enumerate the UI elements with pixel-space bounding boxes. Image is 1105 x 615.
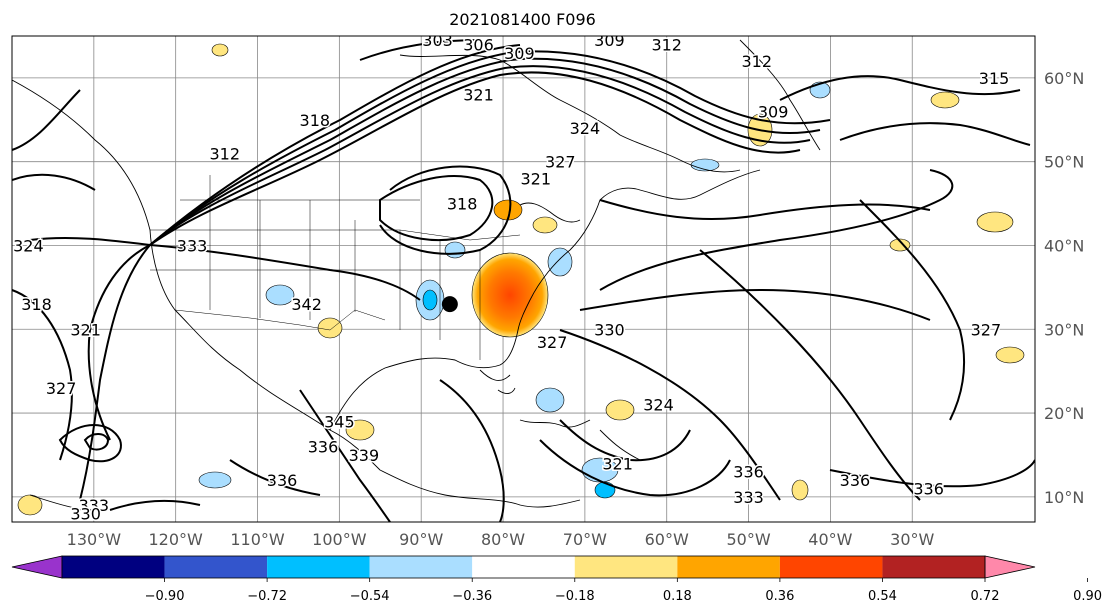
contour-label-4: 312 [651, 35, 682, 54]
contour-label-29: 339 [349, 446, 380, 465]
contour-label-1: 306 [463, 35, 494, 54]
coastlines [12, 39, 821, 509]
contour-label-34: 327 [46, 379, 77, 398]
lat-label-1: 50°N [1044, 153, 1084, 172]
contour-label-12: 318 [447, 195, 478, 214]
contour-label-9: 324 [570, 119, 601, 138]
colorbar-bin-2 [164, 556, 268, 578]
contour-label-17: 330 [594, 320, 625, 339]
colorbar-tick-label-6: 0.36 [765, 589, 794, 604]
colorbar-bin-9 [882, 556, 985, 578]
contour-label-10: 327 [545, 153, 576, 172]
lat-label-0: 60°N [1044, 69, 1084, 88]
lon-label-6: 70°W [563, 530, 607, 549]
lat-label-5: 10°N [1044, 488, 1084, 507]
contour-label-25: 333 [733, 488, 764, 507]
contour-label-3: 309 [594, 31, 625, 50]
contour-label-15: 333 [177, 236, 208, 255]
contour-label-5: 312 [741, 52, 772, 71]
contour-label-27: 336 [308, 438, 339, 457]
lon-label-4: 90°W [399, 530, 443, 549]
lat-label-2: 40°N [1044, 236, 1084, 255]
colorbar-tick-label-7: 0.54 [868, 589, 897, 604]
colorbar-tick-label-9: 0.90 [1073, 589, 1102, 604]
colorbar-tick-label-1: −0.72 [247, 589, 287, 604]
lon-label-7: 60°W [645, 530, 689, 549]
lon-label-1: 120°W [149, 530, 204, 549]
contour-label-13: 318 [300, 111, 331, 130]
contour-label-33: 321 [70, 320, 101, 339]
colorbar-tick-label-2: −0.54 [350, 589, 390, 604]
colorbar-tick-label-5: 0.18 [663, 589, 692, 604]
colorbar-tick-label-4: −0.18 [555, 589, 595, 604]
contour-label-31: 330 [70, 505, 101, 524]
contour-label-19: 327 [971, 320, 1002, 339]
colorbar-tick-label-0: −0.90 [145, 589, 185, 604]
colorbar-bin-5 [472, 556, 575, 578]
contour-label-23: 336 [840, 471, 871, 490]
colorbar-extend-low [11, 555, 63, 579]
contour-label-11: 321 [521, 169, 552, 188]
colorbar: −0.90 −0.72 −0.54 −0.36 −0.18 0.18 0.36 0.54 0.7… [11, 555, 1102, 604]
contour-label-8: 321 [463, 86, 494, 105]
shaded-anomalies [17, 43, 1025, 516]
contour-label-26: 336 [267, 471, 298, 490]
contour-label-0: 303 [422, 31, 453, 50]
storm-marker [441, 296, 458, 313]
colorbar-bin-7 [677, 556, 780, 578]
colorbar-bin-4 [369, 556, 473, 578]
plot-title: 2021081400 F096 [449, 10, 596, 29]
contour-label-16: 342 [291, 295, 322, 314]
lat-label-3: 30°N [1044, 320, 1084, 339]
contour-label-14: 312 [210, 144, 241, 163]
longitude-labels: 130°W 120°W 110°W 100°W 90°W 80°W 70°W 60°W 50°W… [67, 530, 935, 549]
contour-label-2: 309 [504, 44, 535, 63]
lon-label-2: 110°W [230, 530, 285, 549]
lon-label-3: 100°W [312, 530, 367, 549]
contour-label-7: 309 [758, 102, 789, 121]
colorbar-bin-8 [779, 556, 883, 578]
contour-label-24: 336 [913, 479, 944, 498]
contour-label-35: 324 [13, 236, 44, 255]
colorbar-bin-3 [267, 556, 370, 578]
contour-label-22: 336 [733, 463, 764, 482]
lon-label-10: 30°W [890, 530, 934, 549]
colorbar-tick-label-8: 0.72 [971, 589, 1000, 604]
colorbar-tick-label-3: −0.36 [452, 589, 492, 604]
lon-label-5: 80°W [481, 530, 525, 549]
lon-label-0: 130°W [67, 530, 122, 549]
contour-label-6: 315 [979, 69, 1010, 88]
contour-label-30: 333 [79, 496, 110, 515]
contour-label-32: 318 [21, 295, 52, 314]
contour-label-21: 321 [602, 454, 633, 473]
colorbar-frame [61, 555, 986, 579]
latitude-labels: 60°N 50°N 40°N 30°N 20°N 10°N [1044, 69, 1084, 507]
contour-label-28: 345 [324, 412, 355, 431]
lon-label-9: 40°W [808, 530, 852, 549]
lon-label-8: 50°W [726, 530, 770, 549]
colorbar-bin-6 [574, 556, 678, 578]
contour-label-18: 327 [537, 333, 568, 352]
colorbar-extend-high [984, 555, 1036, 579]
lat-label-4: 20°N [1044, 404, 1084, 423]
contour-lines [12, 39, 1035, 522]
map-frame [11, 35, 1036, 523]
contour-label-20: 324 [643, 396, 674, 415]
colorbar-bin-1 [62, 556, 165, 578]
